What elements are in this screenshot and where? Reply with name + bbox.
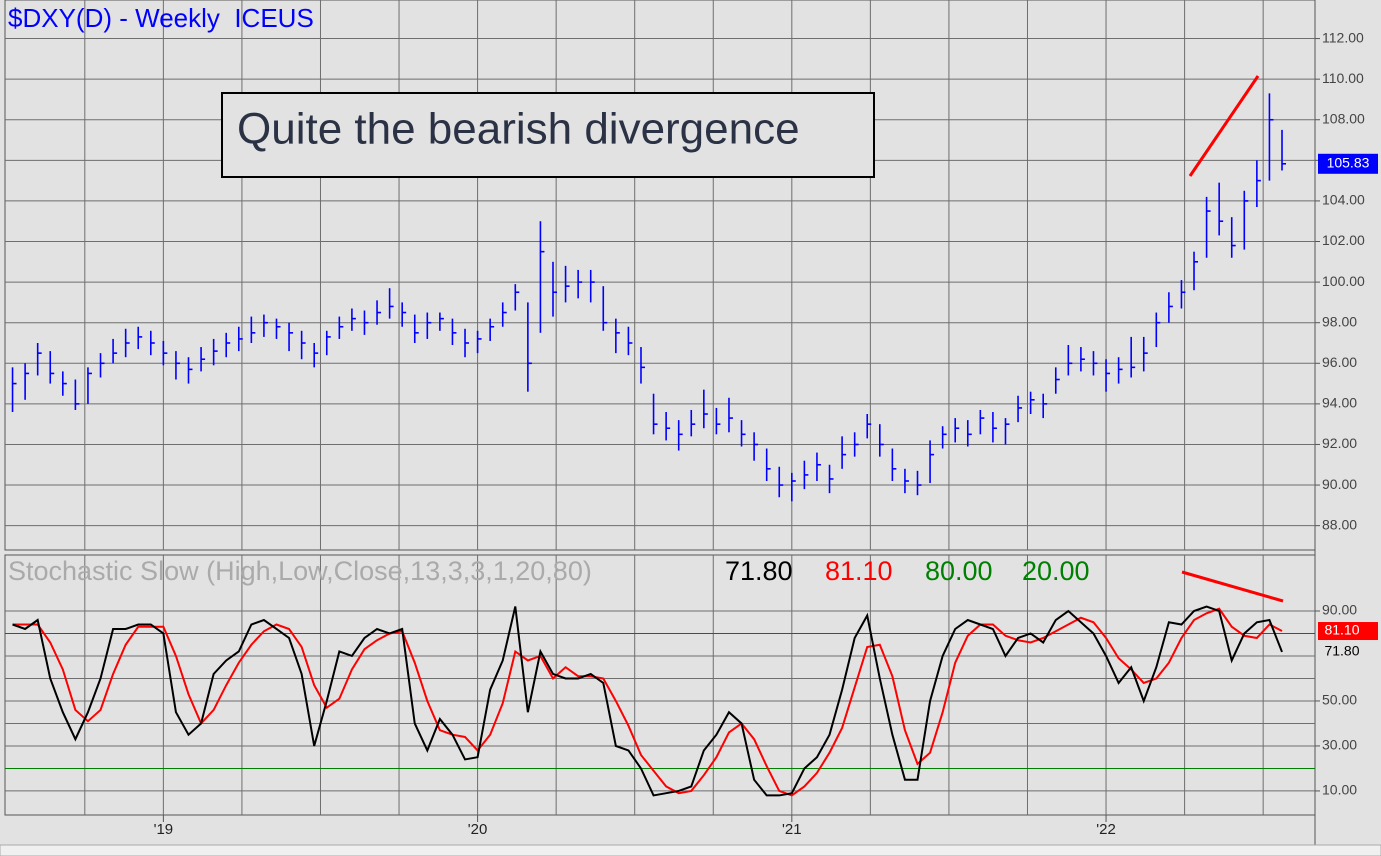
chart-title: $DXY(D) - Weekly ICEUS	[8, 3, 314, 33]
x-tick-label: '19	[154, 821, 174, 838]
y-tick-label: 110.00	[1322, 70, 1364, 86]
y-tick-label: 100.00	[1322, 273, 1365, 289]
y-tick-label: 98.00	[1322, 313, 1357, 329]
last-value-box	[1318, 642, 1378, 661]
y-tick-label: 112.00	[1322, 29, 1364, 45]
y-tick-label: 108.00	[1322, 110, 1365, 126]
indicator-title: Stochastic Slow (High,Low,Close,13,3,3,1…	[8, 556, 592, 586]
divergence-line	[1188, 75, 1260, 177]
annotation-box	[221, 92, 875, 178]
readout: 81.10	[825, 556, 893, 586]
annotation-text: Quite the bearish divergence	[237, 105, 800, 154]
x-tick-label: '22	[1096, 821, 1116, 838]
stochastic-panel	[4, 554, 1316, 816]
scrollbar	[0, 844, 1381, 856]
y-tick-label: 10.00	[1322, 782, 1357, 798]
y-tick-label: 90.00	[1322, 602, 1357, 618]
y-tick-label: 50.00	[1322, 692, 1357, 708]
readout: 71.80	[725, 556, 793, 586]
y-tick-label: 92.00	[1322, 435, 1357, 451]
overlay: $DXY(D) - Weekly ICEUS Quite the bearish…	[8, 3, 1378, 838]
marks	[11, 93, 1287, 797]
last-value-box	[1318, 622, 1378, 641]
last-value-label: 81.10	[1324, 622, 1359, 638]
divergence-line	[1181, 570, 1284, 603]
y-tick-label: 30.00	[1322, 737, 1357, 753]
x-tick-label: '21	[782, 821, 802, 838]
y-tick-label: 104.00	[1322, 192, 1365, 208]
readout: 80.00	[925, 556, 993, 586]
last-value-label: 71.80	[1324, 643, 1359, 659]
x-tick-label: '20	[468, 821, 488, 838]
y-tick-label: 94.00	[1322, 395, 1357, 411]
y-tick-label: 88.00	[1322, 516, 1357, 532]
y-tick-label: 90.00	[1322, 476, 1357, 492]
last-price-box	[1318, 153, 1378, 174]
last-price-label: 105.83	[1327, 154, 1370, 170]
stochastic-line	[12, 605, 1283, 797]
price-panel	[4, 0, 1316, 551]
readout: 20.00	[1022, 556, 1090, 586]
y-tick-label: 102.00	[1322, 232, 1365, 248]
y-tick-label: 96.00	[1322, 354, 1357, 370]
stochastic-line	[12, 607, 1283, 797]
